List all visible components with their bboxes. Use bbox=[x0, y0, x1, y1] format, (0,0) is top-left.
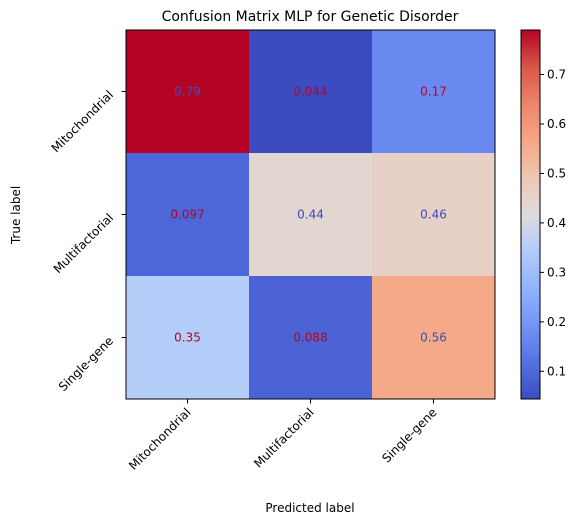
cell-label-r2-c1: 0.088 bbox=[293, 331, 327, 345]
cell-label-r1-c2: 0.46 bbox=[420, 208, 447, 222]
colorbar-tick-label: 0.3 bbox=[547, 265, 566, 279]
y-tick-label: Mitochondrial bbox=[49, 88, 117, 156]
heatmap-cell-r0-c2 bbox=[372, 30, 496, 154]
heatmap-cell-r1-c1 bbox=[249, 153, 373, 277]
x-tick-label: Single-gene bbox=[379, 405, 439, 465]
heatmap-cell-r0-c1 bbox=[249, 30, 373, 154]
heatmap-cell-r2-c0 bbox=[126, 276, 250, 400]
colorbar-tick-label: 0.2 bbox=[547, 315, 566, 329]
heatmap-cell-r2-c2 bbox=[372, 276, 496, 400]
cell-label-r1-c1: 0.44 bbox=[297, 208, 324, 222]
y-axis-label: True label bbox=[9, 186, 23, 245]
heatmap-cell-labels: 0.79 0.044 0.17 0.097 0.44 0.46 0.35 0.088 0.56 bbox=[170, 85, 447, 345]
cell-label-r0-c2: 0.17 bbox=[420, 85, 447, 99]
cell-label-r0-c0: 0.79 bbox=[174, 85, 201, 99]
chart-title: Confusion Matrix MLP for Genetic Disorde… bbox=[162, 9, 459, 25]
y-tick-label: Multifactorial bbox=[51, 211, 116, 276]
x-tick-label: Multifactorial bbox=[251, 405, 316, 470]
x-tick-label: Mitochondrial bbox=[126, 405, 194, 473]
heatmap-cell-r1-c2 bbox=[372, 153, 496, 277]
cell-label-r2-c0: 0.35 bbox=[174, 331, 201, 345]
colorbar-ticks: 0.1 0.2 0.3 0.4 0.5 0.6 0.7 bbox=[540, 68, 566, 378]
heatmap-cell-r2-c1 bbox=[249, 276, 373, 400]
cell-label-r2-c2: 0.56 bbox=[420, 331, 447, 345]
colorbar-tick-label: 0.4 bbox=[547, 216, 566, 230]
y-axis-ticks: Mitochondrial Multifactorial Single-gene bbox=[49, 88, 126, 394]
heatmap-cell-r0-c0 bbox=[126, 30, 250, 154]
x-axis-label: Predicted label bbox=[265, 501, 354, 515]
heatmap-cell-r1-c0 bbox=[126, 153, 250, 277]
y-tick-label: Single-gene bbox=[56, 334, 116, 394]
colorbar-tick-label: 0.6 bbox=[547, 117, 566, 131]
cell-label-r1-c0: 0.097 bbox=[170, 208, 204, 222]
cell-label-r0-c1: 0.044 bbox=[293, 85, 327, 99]
x-axis-ticks: Mitochondrial Multifactorial Single-gene bbox=[126, 399, 440, 473]
heatmap-cells bbox=[126, 30, 496, 400]
colorbar bbox=[520, 29, 541, 400]
colorbar-tick-label: 0.1 bbox=[547, 364, 566, 378]
colorbar-tick-label: 0.5 bbox=[547, 166, 566, 180]
colorbar-tick-label: 0.7 bbox=[547, 68, 566, 82]
